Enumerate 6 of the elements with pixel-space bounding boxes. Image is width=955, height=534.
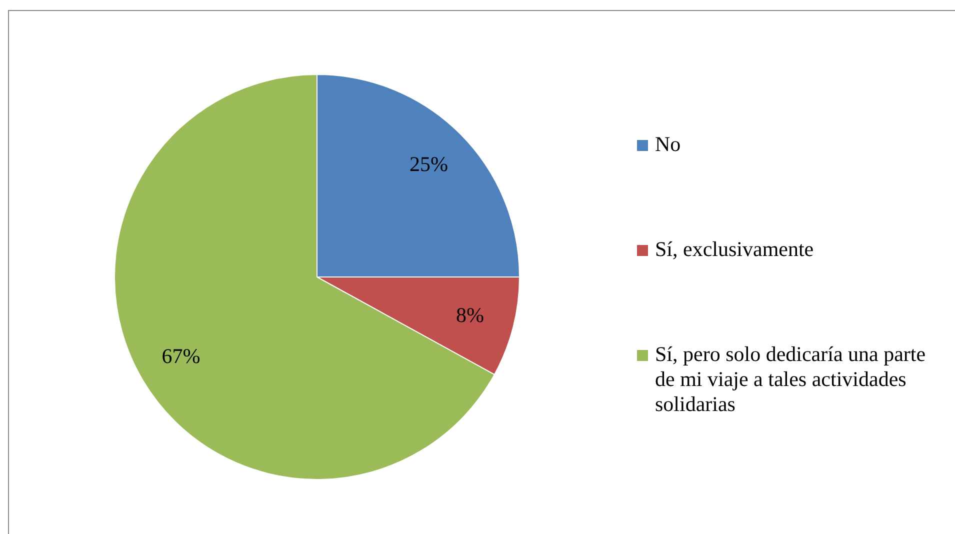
legend-label: Sí, pero solo dedicaría una parte de mi viaje a tales actividades solidarias	[655, 342, 927, 417]
data-label: 67%	[162, 344, 200, 368]
data-label: 25%	[409, 152, 448, 176]
legend-label: Sí, exclusivamente	[655, 237, 815, 262]
legend-label: No	[655, 132, 682, 157]
data-label: 8%	[456, 302, 484, 327]
